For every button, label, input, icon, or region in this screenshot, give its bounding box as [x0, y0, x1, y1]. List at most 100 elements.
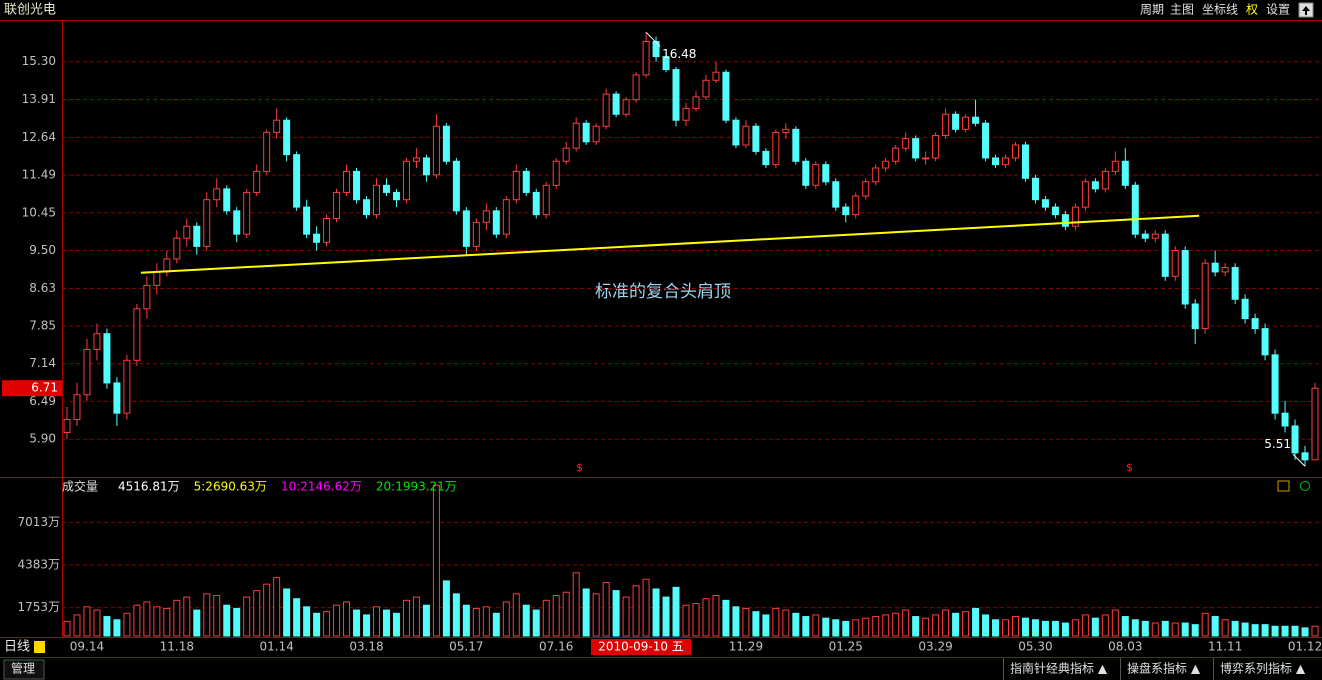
candle-body [143, 284, 151, 310]
volume-bar [193, 609, 201, 637]
candle-body [852, 195, 860, 216]
candle-body [1071, 206, 1079, 227]
x-tick-label: 11.29 [729, 640, 763, 654]
volume-bar [552, 594, 560, 637]
panel-icon[interactable] [1277, 480, 1290, 492]
candle-body [882, 160, 890, 169]
volume-bar [343, 601, 351, 637]
volume-bar [712, 594, 720, 637]
candle-body [1161, 233, 1169, 277]
up-icon [1302, 6, 1310, 15]
cursor-date-box [591, 639, 691, 655]
volume-bar [542, 599, 550, 637]
candle-body [862, 181, 870, 197]
volume-title: 成交量 [62, 479, 98, 494]
volume-bar [602, 582, 610, 637]
candle-body [313, 233, 321, 243]
x-tick-label: 05.30 [1018, 640, 1052, 654]
zoom-icon[interactable] [1300, 481, 1310, 491]
volume-bar [832, 619, 840, 637]
volume-bar [1201, 612, 1209, 637]
y-tick-label: 9.50 [29, 243, 56, 257]
volume-bar [1151, 622, 1159, 637]
volume-bar [173, 599, 181, 637]
volume-bar [762, 614, 770, 637]
volume-bar [562, 591, 570, 637]
volume-bar [462, 604, 470, 637]
candle-body [842, 206, 850, 216]
candle-body [1081, 181, 1089, 208]
indicator-tab[interactable]: 操盘系指标 ▲ [1127, 661, 1201, 676]
x-tick-label: 01.12 [1288, 640, 1322, 654]
menu-item[interactable]: 主图 [1170, 3, 1194, 17]
candle-body [63, 419, 71, 434]
manage-label[interactable]: 管理 [11, 661, 35, 676]
x-tick-label: 08.03 [1108, 640, 1142, 654]
volume-bar [852, 619, 860, 637]
price-tag [2, 380, 62, 397]
candle-body [412, 157, 420, 162]
neckline [140, 214, 1200, 274]
menu-item[interactable]: 坐标线 [1202, 3, 1238, 17]
menu-item[interactable]: 设置 [1266, 3, 1290, 17]
candle-body [492, 210, 500, 235]
candle-body [1291, 425, 1299, 454]
volume-bar [83, 606, 91, 637]
volume-bar [892, 612, 900, 637]
low-arrow [1292, 453, 1306, 467]
volume-bar [1251, 624, 1259, 637]
candle-body [1211, 262, 1219, 273]
volume-bar [422, 604, 430, 637]
indicator-tab[interactable]: 指南针经典指标 ▲ [1010, 661, 1108, 676]
candle-body [742, 125, 750, 146]
candle-body [1061, 214, 1069, 227]
volume-bar [1071, 619, 1079, 637]
period-icon[interactable] [34, 641, 45, 653]
x-tick-label: 03.18 [349, 640, 383, 654]
volume-bar [582, 588, 590, 637]
candle-body [452, 160, 460, 212]
candle-body [552, 160, 560, 186]
volume-tick-label: 7013万 [17, 515, 60, 529]
indicator-tab[interactable]: 博弈系列指标 ▲ [1220, 661, 1306, 676]
candle-body [392, 191, 400, 201]
volume-bar [862, 617, 870, 637]
menu-item[interactable]: 周期 [1140, 3, 1164, 17]
candle-body [832, 181, 840, 208]
candle-body [1191, 303, 1199, 330]
candle-body [153, 271, 161, 286]
candle-body [1141, 233, 1149, 239]
volume-bar [512, 593, 520, 637]
manage-button[interactable] [3, 659, 45, 680]
candle-body [782, 128, 790, 133]
volume-bar [333, 604, 341, 637]
volume-bar [363, 614, 371, 637]
candle-body [1281, 412, 1289, 427]
candle-body [652, 41, 660, 58]
volume-bar [822, 617, 830, 637]
volume-bar [1231, 620, 1239, 637]
volume-bar [1191, 624, 1199, 637]
x-tick-label: 03.29 [918, 640, 952, 654]
menu-item[interactable]: 权 [1246, 3, 1258, 17]
candle-body [133, 308, 141, 361]
volume-bar [722, 599, 730, 637]
volume-bar [632, 585, 640, 637]
volume-bar [872, 616, 880, 637]
candle-body [343, 170, 351, 193]
volume-tick-label: 4383万 [17, 557, 60, 571]
candle-body [213, 188, 221, 201]
x-tick-label: 01.14 [259, 640, 293, 654]
candle-body [1021, 144, 1029, 179]
volume-bar [432, 484, 440, 637]
volume-legend: 4516.81万 [118, 480, 180, 494]
candle-body [1221, 267, 1229, 273]
volume-bar [782, 609, 790, 637]
volume-bar [1011, 616, 1019, 637]
candle-body [1091, 181, 1099, 190]
candle-body [662, 56, 670, 71]
volume-bar [752, 611, 760, 637]
volume-bar [612, 590, 620, 637]
